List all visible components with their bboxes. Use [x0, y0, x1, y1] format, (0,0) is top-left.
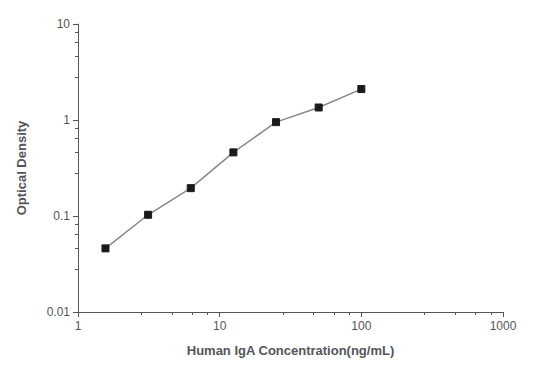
svg-text:Optical Density: Optical Density: [14, 120, 29, 215]
svg-text:0.01: 0.01: [47, 305, 71, 319]
svg-text:Human IgA Concentration(ng/mL): Human IgA Concentration(ng/mL): [187, 343, 395, 358]
svg-text:10: 10: [57, 17, 71, 31]
svg-text:1: 1: [63, 113, 70, 127]
svg-text:0.1: 0.1: [53, 209, 70, 223]
svg-text:1000: 1000: [490, 319, 517, 333]
svg-text:100: 100: [351, 319, 371, 333]
svg-text:10: 10: [213, 319, 227, 333]
svg-text:1: 1: [75, 319, 82, 333]
